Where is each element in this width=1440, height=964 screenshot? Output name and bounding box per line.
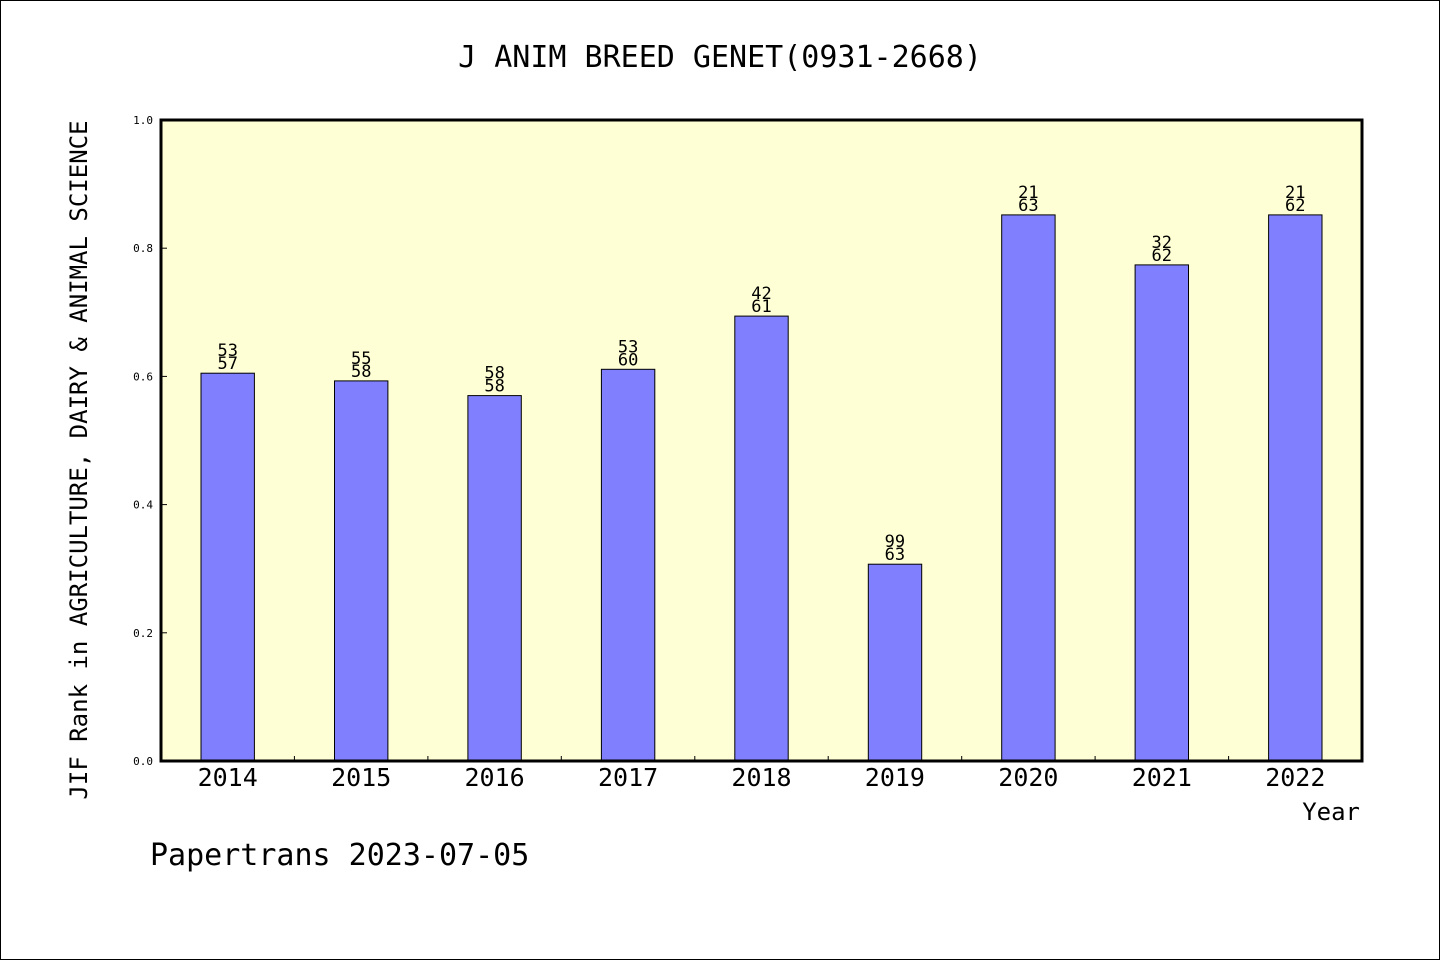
y-tick-label: 0.0 [133, 755, 153, 768]
x-ticks-group: 2014 2015 2016 2017 2018 2019 2020 2021 2022 [198, 756, 1325, 792]
y-tick-label: 0.4 [133, 499, 153, 512]
x-tick-label: 2014 [198, 763, 258, 792]
bar-rank-label: 53 [618, 337, 638, 357]
bar-rank-label: 32 [1152, 233, 1172, 253]
bar-total-label: 58 [351, 362, 371, 382]
bar-2015 [334, 380, 389, 762]
bar-total-label: 63 [1018, 196, 1038, 216]
x-tick-label: 2017 [598, 763, 658, 792]
bar-total-label: 57 [217, 354, 237, 374]
y-tick-label: 0.2 [133, 627, 153, 640]
x-tick-label: 2016 [464, 763, 524, 792]
y-tick-label: 0.8 [133, 242, 153, 255]
x-tick-label: 2015 [331, 763, 391, 792]
y-ticks-group: 0.0 0.2 0.4 0.6 0.8 1.0 [133, 114, 167, 768]
bar-2021 [1134, 264, 1189, 762]
y-axis-label: JIF Rank in AGRICULTURE, DAIRY & ANIMAL … [65, 120, 93, 799]
y-tick-label: 0.6 [133, 370, 153, 383]
bar-2016 [467, 395, 522, 762]
bar-2022 [1268, 214, 1323, 762]
bar-total-label: 63 [885, 545, 905, 565]
bar-total-label: 61 [751, 297, 771, 317]
bar-rank-label: 42 [751, 284, 771, 304]
x-tick-label: 2021 [1132, 763, 1192, 792]
bar-rank-label: 58 [484, 364, 504, 384]
x-tick-label: 2018 [731, 763, 791, 792]
bar-2018 [734, 315, 789, 762]
x-tick-label: 2022 [1265, 763, 1325, 792]
x-tick-label: 2019 [865, 763, 925, 792]
bar-2014 [200, 372, 255, 762]
x-tick-label: 2020 [998, 763, 1058, 792]
chart-title: J ANIM BREED GENET(0931-2668) [458, 40, 982, 75]
y-tick-label: 1.0 [133, 114, 153, 127]
x-axis-label: Year [1302, 798, 1360, 826]
bars-group [200, 214, 1323, 762]
bar-2020 [1001, 214, 1056, 762]
plot-border [159, 118, 1364, 763]
bar-rank-label: 21 [1018, 183, 1038, 203]
bar-2019 [867, 563, 923, 762]
bar-rank-label: 21 [1285, 183, 1305, 203]
bar-total-label: 62 [1285, 196, 1305, 216]
bar-total-label: 60 [618, 350, 638, 370]
bar-total-label: 62 [1152, 246, 1172, 266]
bar-rank-label: 99 [885, 532, 905, 552]
bar-total-label: 58 [484, 377, 504, 397]
bar-rank-label: 53 [217, 341, 237, 361]
bar-2017 [600, 368, 656, 762]
bar-rank-label: 55 [351, 349, 371, 369]
footer-credit: Papertrans 2023-07-05 [150, 838, 529, 873]
